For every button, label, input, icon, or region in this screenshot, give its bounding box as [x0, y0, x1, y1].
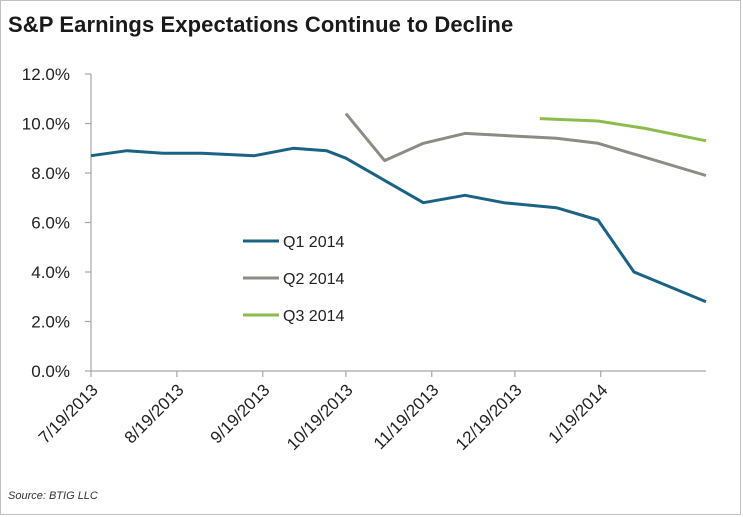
y-ticks: 0.0% 2.0% 4.0% 6.0% 8.0% 10.0% 12.0% [22, 65, 91, 381]
y-tick-label: 2.0% [31, 313, 70, 332]
x-ticks: 7/19/2013 8/19/2013 9/19/2013 10/19/2013 11/… [35, 371, 612, 454]
x-tick-label: 11/19/2013 [370, 380, 443, 453]
x-tick-label: 10/19/2013 [283, 380, 357, 454]
legend-label-3: Q3 2014 [283, 308, 344, 325]
x-tick-label: 1/19/2014 [545, 380, 612, 447]
legend-label-1: Q1 2014 [283, 234, 344, 251]
y-tick-label: 4.0% [31, 263, 70, 282]
series-lines [90, 112, 707, 304]
x-tick-label: 7/19/2013 [35, 380, 102, 447]
legend-label-2: Q2 2014 [283, 271, 344, 288]
series-line-1 [90, 146, 707, 304]
chart-title: S&P Earnings Expectations Continue to De… [8, 12, 514, 37]
y-tick-label: 12.0% [22, 65, 70, 84]
series-line-2 [344, 112, 707, 177]
x-tick-label: 9/19/2013 [207, 380, 274, 447]
x-tick-label: 12/19/2013 [452, 380, 526, 454]
y-tick-label: 6.0% [31, 214, 70, 233]
y-tick-label: 0.0% [31, 362, 70, 381]
legend: Q1 2014 Q2 2014 Q3 2014 [243, 234, 344, 325]
x-tick-label: 8/19/2013 [121, 380, 188, 447]
y-tick-label: 8.0% [31, 164, 70, 183]
series-line-3 [539, 117, 707, 143]
source-note: Source: BTIG LLC [8, 490, 98, 502]
y-tick-label: 10.0% [22, 115, 70, 134]
